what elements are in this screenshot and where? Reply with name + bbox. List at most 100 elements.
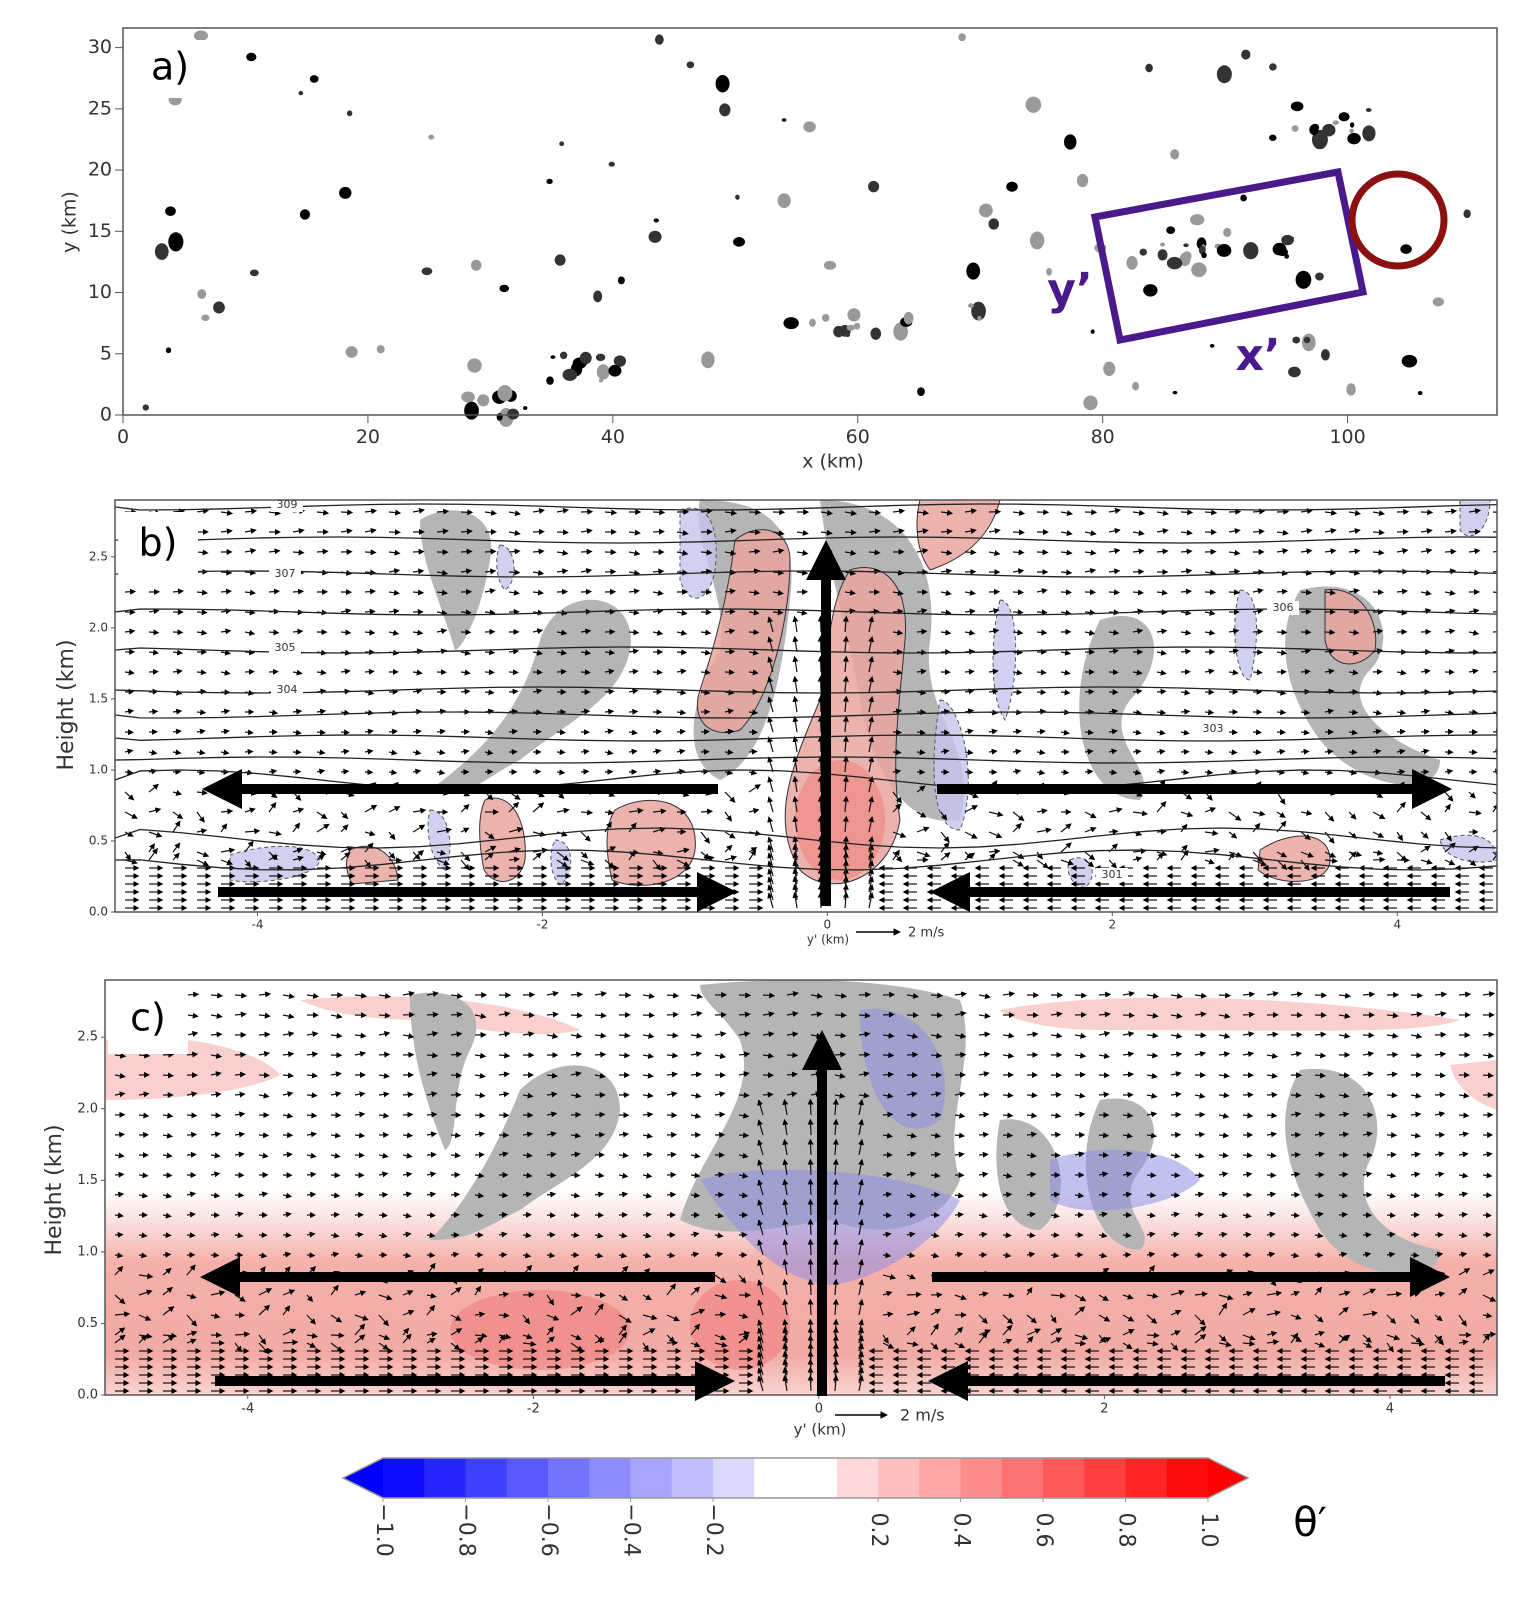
wind-vector	[1036, 769, 1046, 776]
wind-vector	[484, 548, 497, 555]
wind-vector	[1458, 1172, 1469, 1179]
wind-vector	[604, 668, 615, 675]
wind-vector	[1300, 548, 1313, 555]
wind-vector	[1180, 689, 1191, 696]
wind-vector	[868, 843, 875, 861]
wind-vector	[306, 1171, 317, 1178]
wind-vector	[1338, 992, 1352, 999]
x-axis-title: y' (km)	[794, 1421, 847, 1439]
wind-vector	[594, 1172, 605, 1179]
isentrope	[115, 734, 1497, 742]
wind-vector	[786, 1071, 798, 1078]
wind-vector	[436, 508, 450, 515]
wind-vector	[807, 1138, 814, 1156]
wind-vector	[676, 847, 690, 854]
wind-vector	[316, 768, 326, 775]
wind-vector	[138, 1333, 153, 1340]
wind-vector	[666, 1091, 678, 1098]
wind-vector	[1458, 1092, 1470, 1099]
wind-vector	[652, 859, 662, 871]
wind-vector	[532, 649, 544, 656]
rain-blob	[648, 230, 662, 243]
wind-vector	[316, 548, 329, 555]
wind-vector	[964, 528, 977, 534]
rain-blob	[1315, 272, 1324, 281]
wind-vector	[1228, 851, 1243, 858]
wind-vector	[114, 1311, 131, 1318]
panel-label: b)	[139, 521, 178, 565]
wind-vector	[282, 1051, 295, 1058]
wind-vector	[594, 1051, 607, 1058]
colorbar-title: θ′	[1293, 1500, 1327, 1546]
wind-vector	[1218, 1092, 1230, 1099]
wind-vector	[1204, 668, 1215, 675]
rain-blob	[165, 347, 172, 354]
wind-vector	[676, 728, 686, 735]
panel-c-field	[105, 980, 1497, 1395]
wind-vector	[1372, 529, 1385, 536]
wind-vector	[1252, 669, 1263, 676]
wind-vector	[1218, 1152, 1229, 1159]
wind-vector	[162, 1112, 174, 1119]
y-tick-label: 1.5	[89, 691, 108, 705]
wind-vector	[1444, 648, 1456, 655]
colorbar-segment	[630, 1458, 673, 1498]
wind-vector	[916, 811, 927, 818]
wind-vector	[1410, 1111, 1422, 1118]
wind-vector	[1074, 1111, 1086, 1118]
wind-vector	[268, 851, 278, 861]
x-tick-label: -4	[251, 918, 263, 932]
wind-vector	[162, 1072, 174, 1079]
rain-blob	[1295, 270, 1312, 289]
wind-vector	[1410, 992, 1424, 999]
wind-vector	[842, 883, 849, 901]
wind-vector	[604, 809, 615, 816]
wind-vector	[782, 1374, 789, 1392]
wind-vector	[757, 1367, 764, 1384]
wind-vector	[868, 755, 875, 773]
wind-vector	[842, 891, 849, 909]
wind-vector	[1060, 729, 1070, 736]
wind-vector	[767, 696, 774, 713]
wind-vector	[340, 811, 349, 820]
wind-vector	[978, 1329, 991, 1336]
rain-blob	[1338, 112, 1350, 122]
wind-vector	[508, 569, 521, 576]
wind-vector	[1050, 1252, 1060, 1259]
wind-vector	[412, 768, 422, 775]
wind-vector	[1074, 1032, 1087, 1039]
wind-vector	[1050, 1337, 1063, 1344]
wind-vector	[978, 1031, 991, 1038]
wind-vector	[724, 831, 736, 839]
rain-blob	[1332, 120, 1339, 125]
wind-vector	[738, 1334, 750, 1344]
wind-vector	[460, 748, 470, 755]
wind-vector	[460, 609, 472, 616]
wind-vector	[792, 755, 799, 773]
wind-vector	[842, 875, 849, 893]
wind-vector	[988, 550, 1001, 557]
wind-vector	[807, 1158, 814, 1176]
wind-vector	[292, 669, 303, 676]
wind-vector	[532, 589, 544, 596]
wind-vector	[792, 875, 799, 893]
wind-vector	[782, 1326, 789, 1344]
colorbar-tick-label: 0.8	[1114, 1513, 1139, 1548]
wind-vector	[1122, 1191, 1133, 1198]
wind-vector	[842, 815, 849, 833]
wind-vector	[1290, 1334, 1302, 1343]
wind-vector	[1420, 547, 1433, 554]
wind-vector	[1276, 748, 1286, 755]
wind-vector	[807, 1098, 814, 1116]
wind-vector	[700, 549, 713, 556]
wind-vector	[842, 835, 849, 853]
wind-vector	[1156, 729, 1166, 736]
wind-vector	[412, 749, 422, 756]
wind-vector	[1252, 628, 1264, 635]
rain-blob	[1292, 336, 1301, 344]
wind-vector	[474, 1112, 486, 1119]
wind-vector	[484, 588, 496, 595]
colorbar-segment	[1125, 1458, 1168, 1498]
rain-blob	[893, 322, 908, 341]
wind-vector	[450, 1191, 461, 1198]
